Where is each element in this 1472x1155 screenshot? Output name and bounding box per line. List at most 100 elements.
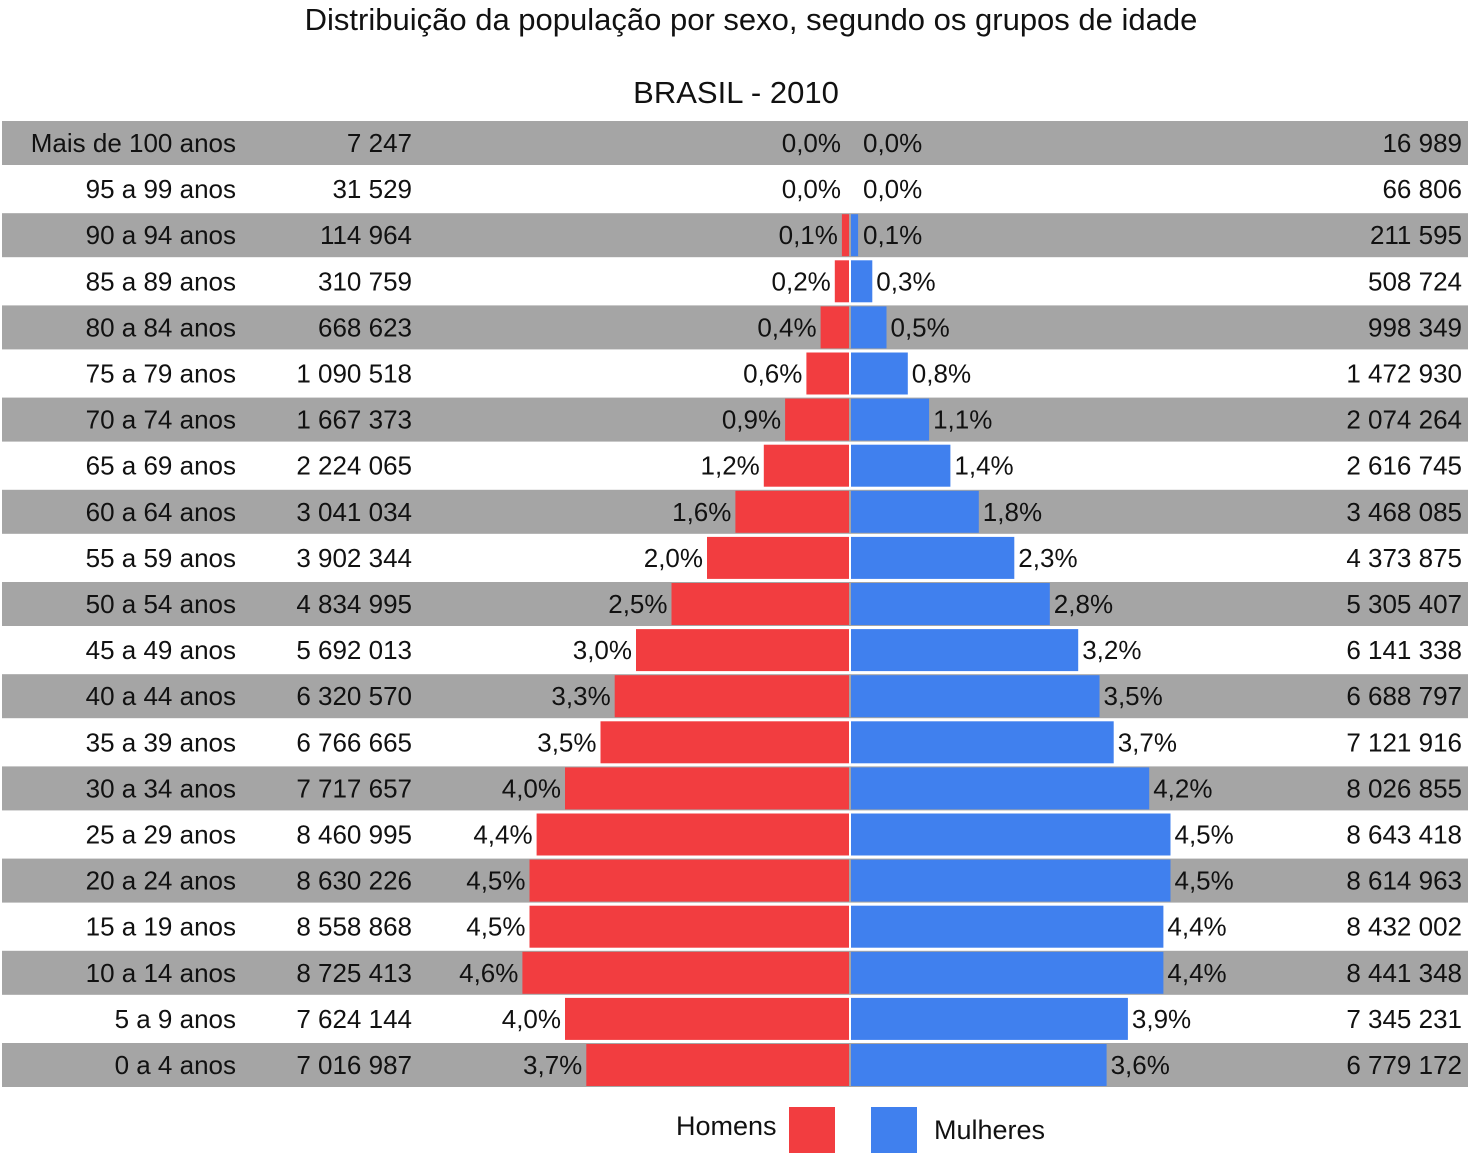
bar-mulheres <box>851 444 951 487</box>
bar-homens <box>529 905 849 948</box>
row-band <box>2 397 1468 442</box>
age-group-label: 30 a 34 anos <box>86 773 236 803</box>
bar-homens <box>600 721 849 764</box>
percent-label-mulheres: 3,7% <box>1118 727 1177 757</box>
bar-homens <box>536 813 849 856</box>
percent-label-mulheres: 3,5% <box>1104 681 1163 711</box>
bar-mulheres <box>851 813 1171 856</box>
bar-homens <box>707 536 849 579</box>
count-mulheres: 6 688 797 <box>1346 681 1462 711</box>
count-homens: 7 247 <box>347 128 412 158</box>
count-homens: 7 016 987 <box>296 1050 412 1080</box>
count-mulheres: 2 074 264 <box>1346 405 1462 435</box>
legend-label-homens: Homens <box>676 1111 777 1141</box>
count-mulheres: 998 349 <box>1368 312 1462 342</box>
bar-homens <box>586 1044 849 1086</box>
percent-label-mulheres: 4,4% <box>1167 958 1226 988</box>
percent-label-mulheres: 0,0% <box>863 128 922 158</box>
count-mulheres: 2 616 745 <box>1346 451 1462 481</box>
population-pyramid-chart: Mais de 100 anos 7 247 0,0% 0,0% 16 989 95 a … <box>2 121 1468 1087</box>
count-mulheres: 3 468 085 <box>1346 497 1462 527</box>
bar-mulheres <box>851 536 1015 579</box>
percent-label-mulheres: 4,4% <box>1167 912 1226 942</box>
percent-label-homens: 3,3% <box>551 681 610 711</box>
percent-label-homens: 4,6% <box>459 958 518 988</box>
percent-label-homens: 0,2% <box>772 266 831 296</box>
age-group-label: 15 a 19 anos <box>86 912 236 942</box>
percent-label-mulheres: 0,8% <box>912 359 971 389</box>
chart-subtitle: BRASIL - 2010 <box>633 75 839 110</box>
legend-swatch-homens <box>789 1107 835 1153</box>
bar-mulheres <box>851 675 1100 718</box>
age-group-label: 20 a 24 anos <box>86 866 236 896</box>
age-group-label: 25 a 29 anos <box>86 820 236 850</box>
count-homens: 3 041 034 <box>296 497 412 527</box>
percent-label-mulheres: 0,0% <box>863 174 922 204</box>
percent-label-mulheres: 0,1% <box>863 220 922 250</box>
count-mulheres: 6 141 338 <box>1346 635 1462 665</box>
count-homens: 8 725 413 <box>296 958 412 988</box>
count-mulheres: 1 472 930 <box>1346 359 1462 389</box>
percent-label-homens: 0,0% <box>782 128 841 158</box>
count-mulheres: 8 441 348 <box>1346 958 1462 988</box>
percent-label-mulheres: 2,3% <box>1018 543 1077 573</box>
bar-mulheres <box>851 1044 1107 1086</box>
bar-homens <box>834 260 849 303</box>
count-homens: 7 624 144 <box>296 1004 412 1034</box>
age-group-label: Mais de 100 anos <box>31 128 236 158</box>
percent-label-homens: 4,5% <box>466 866 525 896</box>
age-group-label: 95 a 99 anos <box>86 174 236 204</box>
bar-mulheres <box>851 352 908 395</box>
count-mulheres: 4 373 875 <box>1346 543 1462 573</box>
age-group-label: 70 a 74 anos <box>86 405 236 435</box>
row-band <box>2 305 1468 350</box>
bar-homens <box>671 583 849 625</box>
count-homens: 7 717 657 <box>296 773 412 803</box>
bar-mulheres <box>851 214 859 257</box>
age-group-label: 5 a 9 anos <box>115 1004 236 1034</box>
percent-label-mulheres: 4,5% <box>1175 820 1234 850</box>
percent-label-homens: 0,0% <box>782 174 841 204</box>
bar-mulheres <box>851 767 1150 810</box>
percent-label-mulheres: 1,8% <box>983 497 1042 527</box>
bar-homens <box>763 444 849 487</box>
count-mulheres: 6 779 172 <box>1346 1050 1462 1080</box>
percent-label-homens: 0,6% <box>743 359 802 389</box>
percent-label-homens: 4,4% <box>473 820 532 850</box>
age-group-label: 40 a 44 anos <box>86 681 236 711</box>
count-mulheres: 7 345 231 <box>1346 1004 1462 1034</box>
percent-label-homens: 1,6% <box>672 497 731 527</box>
count-mulheres: 8 643 418 <box>1346 820 1462 850</box>
percent-label-mulheres: 3,6% <box>1111 1050 1170 1080</box>
bar-mulheres <box>851 583 1050 625</box>
legend-label-mulheres: Mulheres <box>934 1115 1046 1145</box>
count-homens: 8 630 226 <box>296 866 412 896</box>
bar-homens <box>522 951 849 994</box>
age-group-label: 0 a 4 anos <box>115 1050 236 1080</box>
percent-label-homens: 4,5% <box>466 912 525 942</box>
bar-homens <box>806 352 849 395</box>
age-group-label: 75 a 79 anos <box>86 359 236 389</box>
bar-mulheres <box>851 951 1164 994</box>
bar-mulheres <box>851 260 873 303</box>
percent-label-homens: 0,1% <box>779 220 838 250</box>
count-homens: 114 964 <box>320 220 412 250</box>
count-mulheres: 16 989 <box>1382 128 1462 158</box>
row-band <box>2 121 1468 165</box>
bar-mulheres <box>851 859 1171 902</box>
age-group-label: 55 a 59 anos <box>86 543 236 573</box>
row-band <box>2 213 1468 258</box>
percent-label-mulheres: 4,2% <box>1153 773 1212 803</box>
percent-label-mulheres: 1,1% <box>933 405 992 435</box>
bar-homens <box>735 490 849 533</box>
count-mulheres: 5 305 407 <box>1346 589 1462 619</box>
bar-mulheres <box>851 398 930 441</box>
count-homens: 668 623 <box>318 312 412 342</box>
bar-homens <box>820 306 849 349</box>
count-homens: 5 692 013 <box>296 635 412 665</box>
count-homens: 6 320 570 <box>296 681 412 711</box>
percent-label-mulheres: 3,9% <box>1132 1004 1191 1034</box>
count-mulheres: 8 026 855 <box>1346 773 1462 803</box>
bar-mulheres <box>851 629 1079 672</box>
bar-mulheres <box>851 721 1114 764</box>
